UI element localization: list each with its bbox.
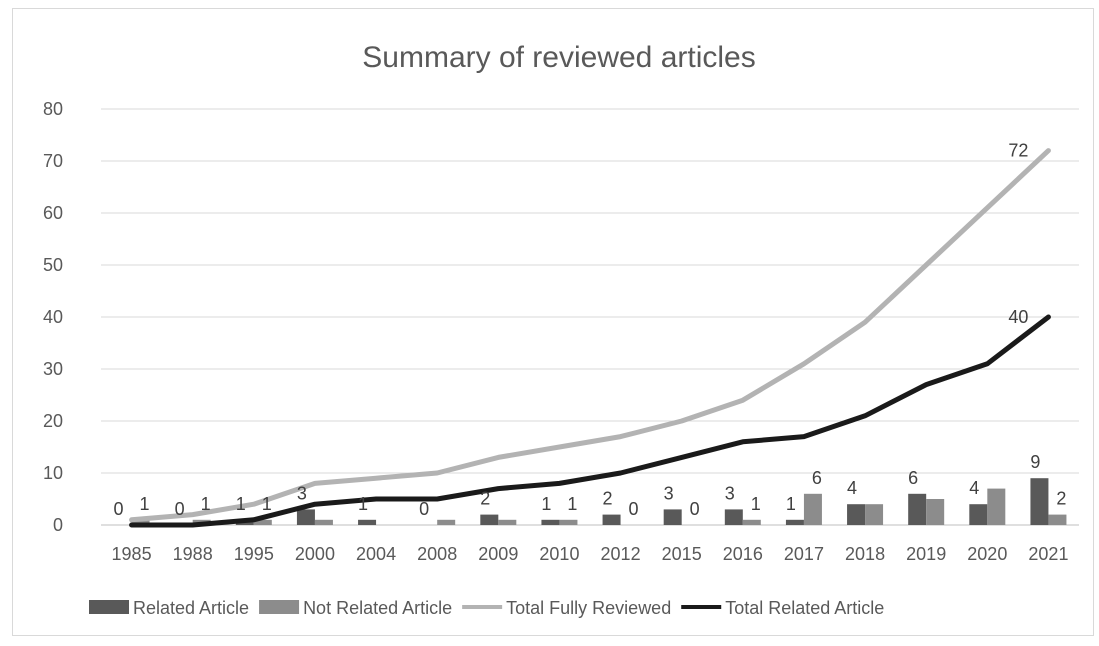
data-label: 0 [419,499,429,519]
data-label: 3 [725,483,735,503]
chart-title: Summary of reviewed articles [362,41,755,74]
bar-related-article [908,493,927,525]
y-tick-label: 0 [53,515,63,535]
bar-not-related-article [1048,514,1067,525]
legend-label: Not Related Article [303,598,452,618]
data-label: 1 [358,494,368,514]
x-axis-ticks: 1985 1988 1995 2000 2004 2008 2009 2010 2012 2015… [112,544,1069,564]
y-tick-label: 30 [43,359,63,379]
bar-not-related-article [498,519,517,525]
bar-related-article [969,504,988,525]
x-tick-label: 1988 [173,544,213,564]
data-label: 2 [603,489,613,509]
bar-related-article [296,509,315,525]
x-tick-label: 2021 [1028,544,1068,564]
x-tick-label: 2015 [662,544,702,564]
legend-item: Total Fully Reviewed [462,598,671,618]
lines [129,148,1051,528]
data-label: 1 [786,494,796,514]
x-tick-label: 2018 [845,544,885,564]
data-label: 0 [114,499,124,519]
data-label: 2 [1056,489,1066,509]
y-tick-label: 70 [43,151,63,171]
y-tick-label: 60 [43,203,63,223]
data-label: 3 [664,483,674,503]
x-tick-label: 2000 [295,544,335,564]
data-label: 6 [908,468,918,488]
data-label: 1 [541,494,551,514]
x-tick-label: 2008 [417,544,457,564]
data-label: 2 [480,489,490,509]
x-tick-label: 2020 [967,544,1007,564]
legend-item: Total Related Article [681,598,884,618]
x-tick-label: 2017 [784,544,824,564]
data-label: 72 [1008,141,1028,161]
legend-item: Not Related Article [259,598,452,618]
x-tick-label: 2009 [478,544,518,564]
bar-not-related-article [865,504,884,525]
bar-related-article [480,514,499,525]
bar-not-related-article [131,519,150,525]
x-tick-label: 2004 [356,544,396,564]
bar-related-article [847,504,866,525]
bar-related-article [663,509,682,525]
data-label: 6 [812,468,822,488]
data-label: 0 [175,499,185,519]
bar-related-article [785,519,804,525]
bar-not-related-article [314,519,333,525]
data-label: 4 [847,478,857,498]
chart-frame: Summary of reviewed articles 0 10 20 30 40 50… [12,8,1094,636]
data-label: 1 [567,494,577,514]
x-tick-label: 2019 [906,544,946,564]
x-tick-label: 2012 [601,544,641,564]
y-axis-ticks: 0 10 20 30 40 50 60 70 80 [43,99,63,535]
data-label: 1 [140,494,150,514]
bar-not-related-article [559,519,578,525]
bar-not-related-article [987,488,1006,525]
data-label: 3 [297,483,307,503]
bar-related-article [358,519,377,525]
data-label: 1 [262,494,272,514]
y-tick-label: 50 [43,255,63,275]
data-label: 1 [751,494,761,514]
y-tick-label: 20 [43,411,63,431]
line-total-fully-reviewed [129,148,1051,523]
y-tick-label: 10 [43,463,63,483]
bar-related-article [1030,478,1049,525]
y-tick-label: 80 [43,99,63,119]
bar-not-related-article [803,493,822,525]
x-tick-label: 2010 [539,544,579,564]
x-tick-label: 2016 [723,544,763,564]
bar-not-related-article [742,519,761,525]
y-tick-label: 40 [43,307,63,327]
bar-related-article [602,514,621,525]
bar-not-related-article [926,499,945,525]
data-label: 1 [236,494,246,514]
data-label: 4 [969,478,979,498]
legend-swatch [89,600,129,614]
x-tick-label: 1985 [112,544,152,564]
bar-related-article [541,519,560,525]
bars [131,478,1067,525]
data-label: 9 [1030,452,1040,472]
line-total-related-article [129,314,1051,528]
legend: Related Article Not Related Article Total … [89,598,884,618]
data-label: 0 [629,499,639,519]
data-label: 1 [201,494,211,514]
x-tick-label: 1995 [234,544,274,564]
data-label: 0 [690,499,700,519]
legend-label: Total Fully Reviewed [506,598,671,618]
legend-label: Related Article [133,598,249,618]
bar-related-article [724,509,743,525]
legend-label: Total Related Article [725,598,884,618]
legend-item: Related Article [89,598,249,618]
gridlines [101,108,1079,526]
legend-swatch [259,600,300,614]
chart-svg: Summary of reviewed articles 01020304050… [43,41,1079,618]
data-label: 40 [1008,307,1028,327]
bar-not-related-article [253,519,272,525]
bar-not-related-article [437,519,456,525]
